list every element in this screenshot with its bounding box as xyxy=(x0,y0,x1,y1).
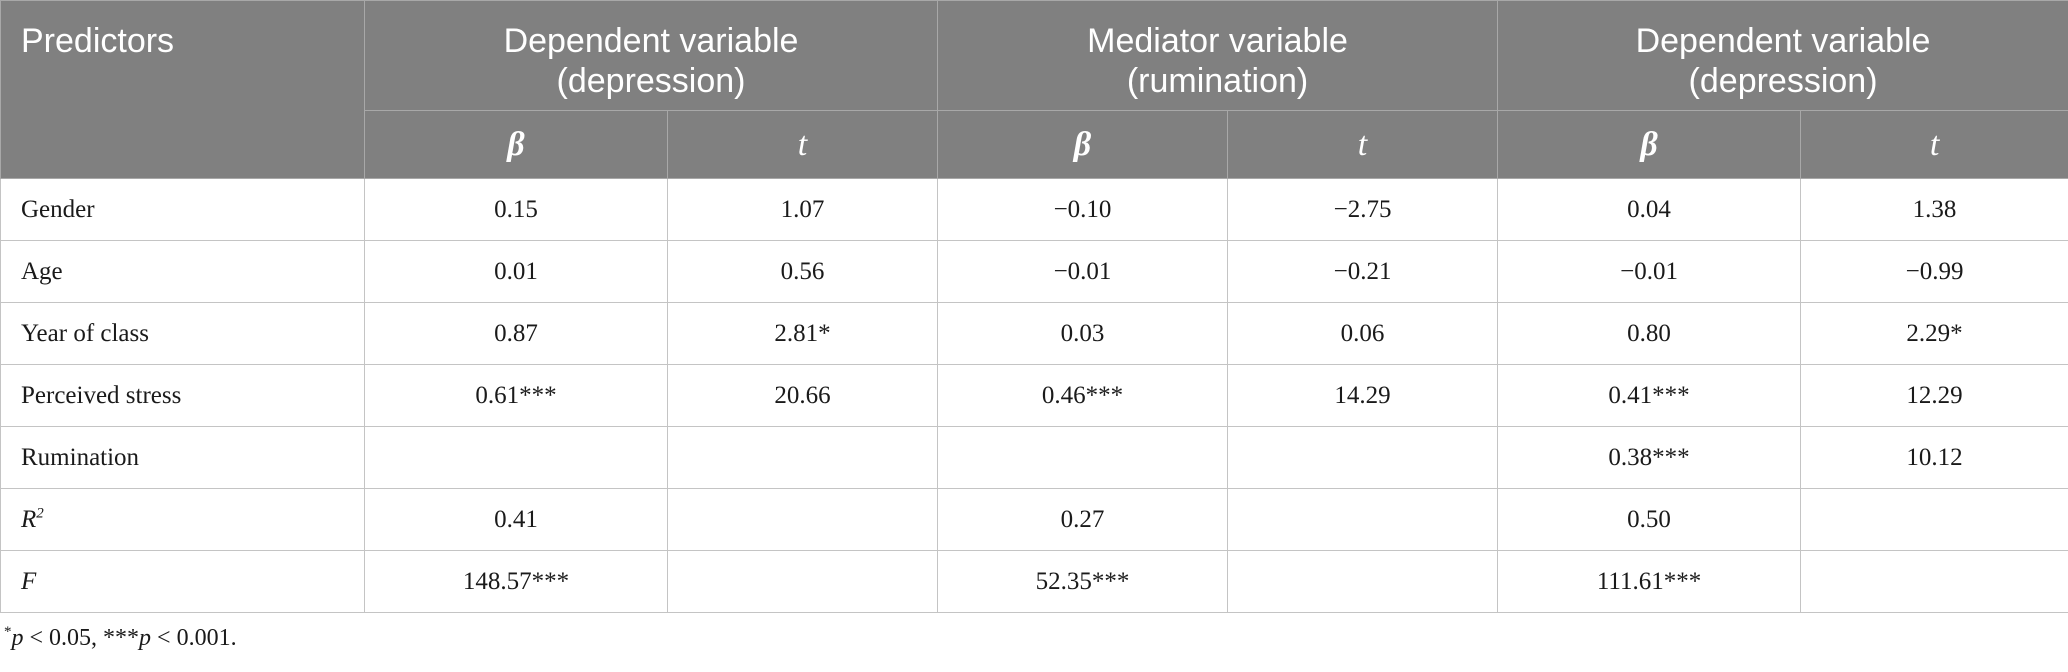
header-group-line1: Mediator variable xyxy=(1087,22,1348,60)
table-cell: 0.80 xyxy=(1497,302,1802,365)
header-beta: β xyxy=(1497,110,1802,179)
footnote-text: < 0.05, *** xyxy=(23,625,140,651)
table-row: Rumination 0.38*** 10.12 xyxy=(0,426,2068,489)
table-cell: 0.15 xyxy=(364,178,668,241)
table-cell: 0.50 xyxy=(1497,488,1802,551)
table-cell: 0.87 xyxy=(364,302,668,365)
header-group-line1: Dependent variable xyxy=(503,22,799,60)
row-label: Perceived stress xyxy=(0,364,365,427)
footnote-p: p xyxy=(139,625,152,651)
header-predictors: Predictors xyxy=(0,0,365,179)
header-group-line2: (rumination) xyxy=(1126,62,1309,100)
table-cell: 0.38*** xyxy=(1497,426,1802,489)
row-label: Age xyxy=(0,240,365,303)
table-cell xyxy=(364,426,668,489)
header-t: t xyxy=(1800,110,2068,179)
row-label: Year of class xyxy=(0,302,365,365)
table-cell: 2.81* xyxy=(666,302,939,365)
table-footnote: *p < 0.05, ***p < 0.001. xyxy=(4,625,2068,652)
table-cell: 0.46*** xyxy=(937,364,1229,427)
table-cell: 10.12 xyxy=(1800,426,2068,489)
row-label: F xyxy=(0,550,365,613)
header-beta: β xyxy=(937,110,1229,179)
table-cell: 0.41 xyxy=(364,488,668,551)
header-group-line1: Dependent variable xyxy=(1635,22,1931,60)
table-cell: 0.04 xyxy=(1497,178,1802,241)
row-label-superscript: 2 xyxy=(36,505,44,522)
table-cell xyxy=(666,426,939,489)
row-label: Rumination xyxy=(0,426,365,489)
table-cell: 12.29 xyxy=(1800,364,2068,427)
table-cell: 0.03 xyxy=(937,302,1229,365)
table-cell xyxy=(1227,426,1499,489)
table-cell: 0.27 xyxy=(937,488,1229,551)
table-cell: −2.75 xyxy=(1227,178,1499,241)
row-label: Gender xyxy=(0,178,365,241)
header-group-dependent-1: Dependent variable (depression) xyxy=(363,0,939,111)
row-label-main: R xyxy=(21,505,37,533)
table-cell: 1.07 xyxy=(666,178,939,241)
table-cell: 1.38 xyxy=(1800,178,2068,241)
table-cell xyxy=(1227,488,1499,551)
table-row: Year of class 0.87 2.81* 0.03 0.06 0.80 … xyxy=(0,302,2068,365)
table-cell: 2.29* xyxy=(1800,302,2068,365)
regression-table: Predictors Dependent variable (depressio… xyxy=(0,0,2068,613)
footnote-text: < 0.001. xyxy=(151,625,237,651)
table-cell xyxy=(666,550,939,613)
table-row: Perceived stress 0.61*** 20.66 0.46*** 1… xyxy=(0,364,2068,427)
header-beta: β xyxy=(364,110,668,179)
table-cell xyxy=(1800,488,2068,551)
table-row: Gender 0.15 1.07 −0.10 −2.75 0.04 1.38 xyxy=(0,178,2068,241)
table-row: R2 0.41 0.27 0.50 xyxy=(0,488,2068,551)
table-cell: 0.56 xyxy=(666,240,939,303)
table-cell: −0.01 xyxy=(937,240,1229,303)
table-cell xyxy=(1227,550,1499,613)
table-cell: 0.06 xyxy=(1227,302,1499,365)
table-row: Age 0.01 0.56 −0.01 −0.21 −0.01 −0.99 xyxy=(0,240,2068,303)
table-cell: 0.61*** xyxy=(364,364,668,427)
footnote-star: * xyxy=(4,624,12,640)
table-cell: −0.99 xyxy=(1800,240,2068,303)
table-cell: −0.10 xyxy=(937,178,1229,241)
table-cell: −0.21 xyxy=(1227,240,1499,303)
table-row: F 148.57*** 52.35*** 111.61*** xyxy=(0,550,2068,613)
table-cell: 148.57*** xyxy=(364,550,668,613)
header-t: t xyxy=(666,110,939,179)
header-group-mediator: Mediator variable (rumination) xyxy=(937,0,1499,111)
footnote-p: p xyxy=(11,625,24,651)
table-cell xyxy=(1800,550,2068,613)
table-cell xyxy=(937,426,1229,489)
table-cell xyxy=(666,488,939,551)
table-cell: 0.01 xyxy=(364,240,668,303)
table-cell: 20.66 xyxy=(666,364,939,427)
table-cell: −0.01 xyxy=(1497,240,1802,303)
table-cell: 111.61*** xyxy=(1497,550,1802,613)
row-label: R2 xyxy=(0,488,365,551)
regression-table-container: Predictors Dependent variable (depressio… xyxy=(0,0,2068,652)
header-t: t xyxy=(1227,110,1499,179)
header-group-dependent-2: Dependent variable (depression) xyxy=(1497,0,2068,111)
table-cell: 52.35*** xyxy=(937,550,1229,613)
header-group-line2: (depression) xyxy=(556,62,746,100)
header-group-line2: (depression) xyxy=(1688,62,1878,100)
table-cell: 14.29 xyxy=(1227,364,1499,427)
table-cell: 0.41*** xyxy=(1497,364,1802,427)
